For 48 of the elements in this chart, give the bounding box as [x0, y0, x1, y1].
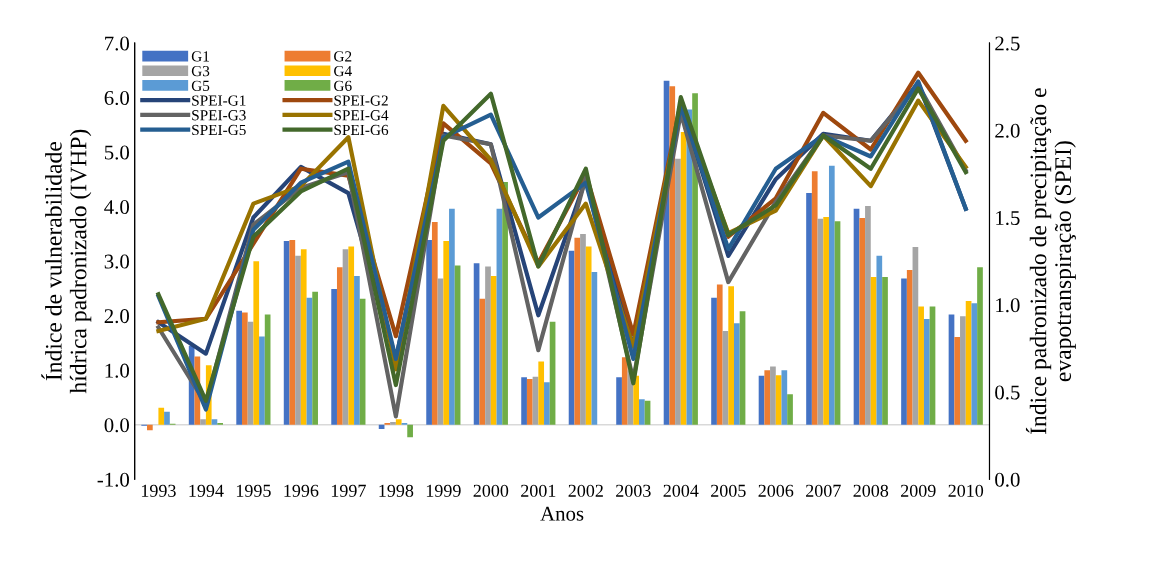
y2-tick-label: 0.5 [995, 385, 1020, 400]
legend-label: G4 [334, 65, 352, 77]
x-tick-label: 2010 [948, 484, 984, 497]
x-tick-label: 2005 [711, 484, 746, 497]
y2-tick-label: 0.0 [995, 472, 1020, 487]
y-tick-label: -1.0 [97, 472, 130, 487]
x-tick-label: 1995 [236, 484, 271, 497]
y-tick-label: 3.0 [104, 254, 130, 269]
legend-label: SPEI-G2 [334, 95, 388, 106]
x-tick-label: 2000 [473, 484, 509, 497]
legend-label: SPEI-G5 [192, 124, 246, 136]
legend-label: G6 [334, 80, 352, 91]
x-axis-title: Anos [540, 506, 584, 521]
y2-tick-label: 1.0 [996, 298, 1020, 313]
x-tick-label: 1999 [426, 484, 461, 497]
y2-axis-title: Índice padronizado de precipitação e evapotranspiração (SPEI) [1025, 88, 1076, 435]
y2-tick-label: 1.5 [996, 211, 1020, 226]
x-tick-label: 2009 [901, 484, 936, 497]
x-tick-label: 1996 [284, 484, 319, 497]
y-axis-title: Índice de vulnerabilidade hídrica padronizado (IVHP) [41, 129, 92, 394]
x-tick-label: 2001 [521, 484, 556, 497]
y-tick-label: 1.0 [105, 363, 130, 378]
y-tick-label: 4.0 [104, 200, 130, 215]
x-tick-label: 2006 [758, 484, 794, 497]
legend-label: G1 [191, 51, 209, 62]
y-tick-label: 0.0 [104, 418, 130, 433]
y-tick-label: 7.0 [105, 36, 130, 51]
legend-label: SPEI-G4 [334, 110, 389, 121]
legend-label: G5 [191, 80, 210, 91]
y-tick-label: 5.0 [104, 145, 130, 160]
legend-label: G3 [191, 65, 210, 77]
x-tick-label: 2003 [616, 484, 651, 497]
y2-tick-label: 2.5 [995, 36, 1020, 51]
legend-label: SPEI-G1 [192, 95, 246, 106]
x-tick-label: 2004 [663, 484, 699, 497]
y2-tick-label: 2.0 [995, 123, 1020, 138]
legend-label: SPEI-G3 [192, 110, 246, 121]
x-tick-label: 1997 [331, 484, 366, 497]
x-tick-label: 2008 [853, 484, 889, 497]
x-tick-label: 2007 [806, 484, 841, 497]
y-tick-label: 6.0 [104, 90, 130, 106]
legend-label: G2 [334, 51, 352, 62]
x-tick-label: 1998 [379, 484, 414, 497]
y-tick-label: 2.0 [104, 309, 130, 324]
x-tick-label: 1993 [141, 484, 176, 497]
x-tick-label: 2002 [568, 484, 603, 497]
x-tick-label: 1994 [189, 484, 224, 497]
legend-label: SPEI-G6 [334, 124, 389, 136]
